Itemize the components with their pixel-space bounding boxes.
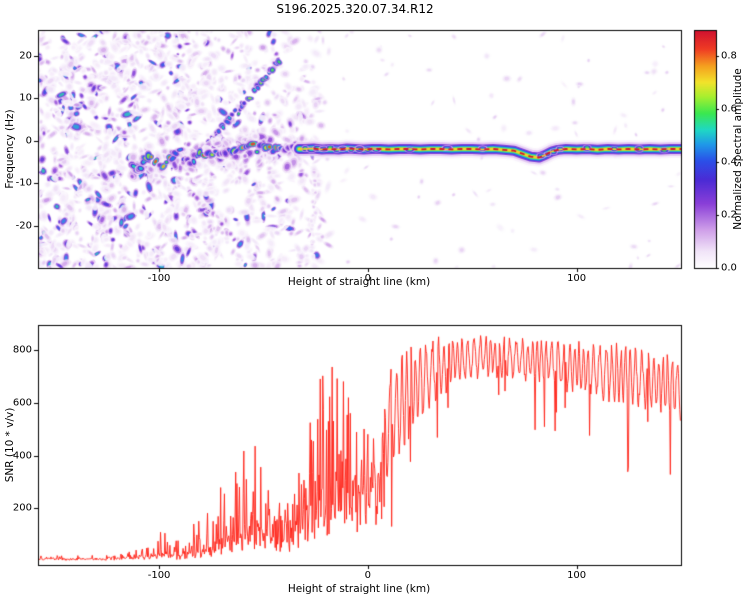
snr-tick-label: 400 (12, 450, 32, 462)
frequency-tick-label: -10 (15, 177, 32, 189)
height-tick-label-top: 100 (567, 273, 587, 284)
figure-title: S196.2025.320.07.34.R12 (276, 2, 434, 16)
snr-ylabel: SNR (10 * v/v) (4, 407, 16, 483)
snr-tick-label: 200 (12, 502, 32, 514)
colorbar-tick-label: 0.8 (721, 50, 737, 62)
colorbar-tick-label: 0.4 (721, 156, 737, 168)
colorbar-tick-label: 0.6 (721, 103, 737, 115)
height-tick-label-bottom: 100 (567, 570, 587, 581)
colorbar-tick-label: 0.0 (721, 262, 737, 274)
frequency-tick-label: 0 (25, 135, 32, 146)
snr-tick-label: 600 (12, 397, 32, 409)
frequency-tick-label: -20 (15, 220, 32, 231)
height-tick-label-bottom: -100 (147, 570, 171, 581)
snr-tick-label: 800 (12, 344, 32, 356)
spectrogram-xlabel: Height of straight line (km) (287, 276, 431, 288)
colorbar-label: Normalized spectral amplitude (732, 68, 744, 230)
height-tick-label-top: 0 (364, 273, 372, 284)
frequency-tick-label: 10 (19, 92, 32, 104)
height-tick-label-top: -100 (147, 273, 171, 284)
spectrogram-ylabel: Frequency (Hz) (4, 109, 16, 189)
frequency-tick-label: 20 (19, 50, 32, 61)
snr-xlabel: Height of straight line (km) (287, 583, 431, 595)
colorbar-tick-label: 0.2 (721, 209, 737, 221)
height-tick-label-bottom: 0 (364, 570, 372, 581)
